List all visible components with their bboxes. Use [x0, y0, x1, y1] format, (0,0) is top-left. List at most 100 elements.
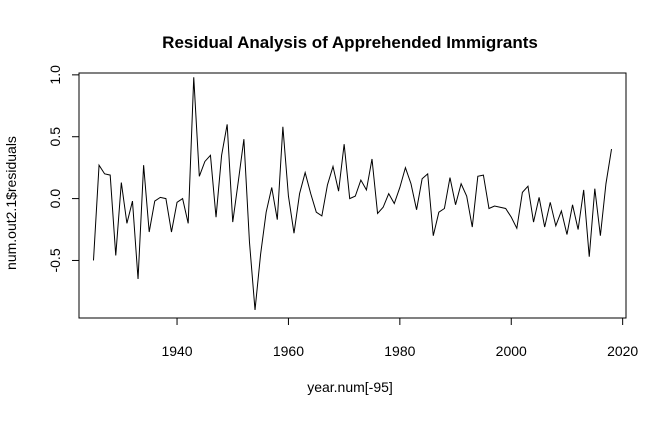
data-point [472, 227, 473, 228]
data-point [305, 172, 306, 173]
data-point [583, 189, 584, 190]
data-point [399, 187, 400, 188]
data-point [165, 198, 166, 199]
data-point [232, 222, 233, 223]
data-point [266, 212, 267, 213]
data-point [260, 254, 261, 255]
data-point [243, 139, 244, 140]
data-point [544, 227, 545, 228]
data-point [594, 188, 595, 189]
data-point [143, 165, 144, 166]
data-point [383, 207, 384, 208]
data-point [299, 193, 300, 194]
data-point [221, 155, 222, 156]
data-points [93, 77, 612, 311]
data-point [394, 203, 395, 204]
data-point [115, 255, 116, 256]
y-tick-label: -0.5 [47, 248, 63, 272]
data-point [360, 180, 361, 181]
x-tick-label: 1960 [273, 343, 304, 359]
data-point [444, 208, 445, 209]
y-tick-label: 1.0 [47, 65, 63, 85]
data-point [405, 167, 406, 168]
data-point [93, 260, 94, 261]
data-point [488, 208, 489, 209]
data-point [327, 184, 328, 185]
x-tick-label: 1940 [161, 343, 192, 359]
data-point [310, 193, 311, 194]
data-point [199, 176, 200, 177]
data-point [449, 177, 450, 178]
data-point [288, 196, 289, 197]
data-point [316, 212, 317, 213]
data-point [533, 222, 534, 223]
data-point [433, 235, 434, 236]
data-point [589, 256, 590, 257]
data-point [572, 204, 573, 205]
data-point [99, 165, 100, 166]
data-point [388, 193, 389, 194]
plot-area-border [78, 72, 627, 319]
x-axis-label: year.num[-95] [307, 379, 393, 395]
data-point [461, 183, 462, 184]
data-point [455, 204, 456, 205]
data-point [527, 186, 528, 187]
y-tick-label: 0.0 [47, 189, 63, 209]
data-point [204, 161, 205, 162]
data-point [188, 223, 189, 224]
chart-title: Residual Analysis of Apprehended Immigra… [162, 33, 538, 52]
data-point [427, 173, 428, 174]
data-point [227, 124, 228, 125]
series-line-residuals [92, 77, 613, 311]
data-point [511, 217, 512, 218]
data-point [182, 198, 183, 199]
data-point [149, 232, 150, 233]
data-point [255, 309, 256, 310]
data-point [522, 192, 523, 193]
data-point [494, 206, 495, 207]
data-point [566, 234, 567, 235]
data-point [110, 175, 111, 176]
data-point [277, 219, 278, 220]
data-point [132, 201, 133, 202]
data-point [349, 198, 350, 199]
data-point [483, 175, 484, 176]
data-point [416, 209, 417, 210]
data-point [372, 159, 373, 160]
data-point [377, 213, 378, 214]
data-point [282, 126, 283, 127]
data-point [121, 182, 122, 183]
data-point [516, 228, 517, 229]
data-point [600, 235, 601, 236]
data-point [160, 197, 161, 198]
y-axis: -0.5 0.0 0.5 1.0 [47, 65, 80, 273]
data-point [333, 166, 334, 167]
data-point [171, 232, 172, 233]
data-point [177, 202, 178, 203]
data-point [550, 202, 551, 203]
data-point [555, 225, 556, 226]
data-point [104, 173, 105, 174]
y-tick-label: 0.5 [47, 127, 63, 147]
data-point [321, 215, 322, 216]
data-point [338, 191, 339, 192]
y-axis-label: num.out2.1$residuals [3, 136, 19, 270]
data-point [477, 176, 478, 177]
data-point [238, 181, 239, 182]
data-point [410, 183, 411, 184]
x-tick-label: 2020 [607, 343, 638, 359]
data-point [605, 183, 606, 184]
data-point [561, 210, 562, 211]
x-axis: 1940 1960 1980 2000 2020 [161, 317, 638, 359]
x-tick-label: 2000 [496, 343, 527, 359]
data-point [210, 155, 211, 156]
data-point [500, 207, 501, 208]
data-point [505, 208, 506, 209]
data-point [138, 279, 139, 280]
data-point [126, 223, 127, 224]
data-point [344, 144, 345, 145]
data-point [422, 178, 423, 179]
x-tick-label: 1980 [384, 343, 415, 359]
data-point [193, 77, 194, 78]
data-point [578, 229, 579, 230]
